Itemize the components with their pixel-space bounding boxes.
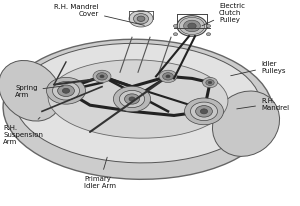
Ellipse shape (48, 61, 228, 138)
Circle shape (100, 76, 104, 78)
Circle shape (124, 94, 140, 105)
Circle shape (188, 24, 196, 30)
Circle shape (206, 80, 214, 86)
Circle shape (97, 73, 107, 81)
Circle shape (93, 71, 111, 83)
Circle shape (200, 109, 208, 114)
Circle shape (196, 106, 212, 118)
Circle shape (179, 18, 205, 35)
Circle shape (113, 87, 151, 112)
Circle shape (166, 76, 170, 78)
Circle shape (184, 98, 224, 125)
Circle shape (62, 89, 70, 94)
Circle shape (173, 34, 178, 36)
Circle shape (159, 71, 177, 83)
Circle shape (129, 97, 135, 102)
Circle shape (190, 103, 218, 121)
Text: R.H.
Suspension
Arm: R.H. Suspension Arm (3, 118, 43, 144)
Circle shape (129, 12, 153, 28)
Text: Electric
Clutch
Pulley: Electric Clutch Pulley (202, 2, 245, 27)
Circle shape (137, 17, 145, 22)
Circle shape (202, 78, 217, 88)
Circle shape (58, 86, 74, 97)
Circle shape (52, 82, 80, 101)
Circle shape (206, 34, 211, 36)
Ellipse shape (212, 92, 280, 157)
Circle shape (184, 21, 200, 33)
Text: Primary
Idler Arm: Primary Idler Arm (84, 157, 116, 188)
Text: Spring
Arm: Spring Arm (15, 85, 63, 98)
Text: R.H. Mandrel
Cover: R.H. Mandrel Cover (55, 4, 144, 26)
Text: R.H.
Mandrel: R.H. Mandrel (237, 97, 289, 110)
Circle shape (206, 25, 211, 28)
Circle shape (46, 78, 86, 105)
Text: Idler
Pulleys: Idler Pulleys (231, 60, 286, 76)
Ellipse shape (177, 17, 207, 37)
Circle shape (173, 25, 178, 28)
Ellipse shape (0, 61, 61, 122)
Ellipse shape (15, 44, 261, 163)
Circle shape (163, 73, 173, 81)
Circle shape (134, 15, 148, 25)
Circle shape (208, 82, 212, 84)
Circle shape (119, 91, 145, 108)
Ellipse shape (3, 40, 273, 179)
